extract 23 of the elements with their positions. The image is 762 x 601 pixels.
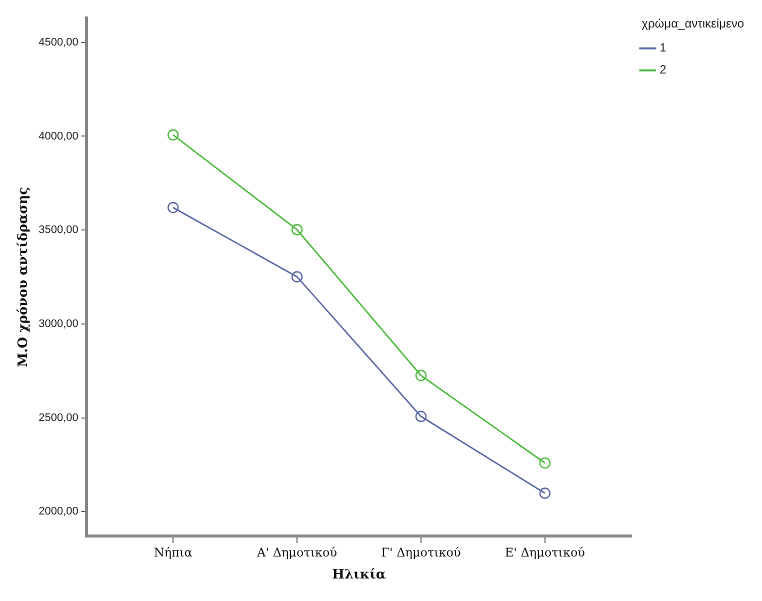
- x-tick-label: Νήπια: [154, 545, 192, 560]
- point: [167, 202, 179, 214]
- point: [415, 370, 427, 382]
- y-tick-label: 3500,00: [38, 224, 78, 236]
- y-tick-label: 3000,00: [38, 318, 78, 330]
- y-tick-label: 4000,00: [38, 130, 78, 142]
- point: [415, 410, 427, 422]
- point: [291, 271, 303, 282]
- legend-title: χρώμα_αντικείμενο: [642, 16, 744, 30]
- point: [167, 129, 179, 141]
- x-tick-label: Γ' Δημοτικού: [381, 545, 461, 560]
- point: [291, 224, 303, 236]
- legend-label: 2: [660, 62, 667, 77]
- legend-label: 1: [660, 40, 667, 55]
- y-axis-title: Μ.Ο χρόνου αντίδρασης: [16, 186, 32, 368]
- x-axis-title: Ηλικία: [332, 568, 386, 583]
- point: [539, 457, 551, 469]
- y-tick-label: 2500,00: [38, 412, 78, 424]
- point: [539, 488, 551, 499]
- y-tick-label: 4500,00: [38, 36, 78, 48]
- x-tick-label: Ε' Δημοτικού: [504, 545, 585, 560]
- x-tick-label: Α' Δημοτικού: [256, 545, 338, 560]
- y-tick-label: 2000,00: [38, 506, 78, 518]
